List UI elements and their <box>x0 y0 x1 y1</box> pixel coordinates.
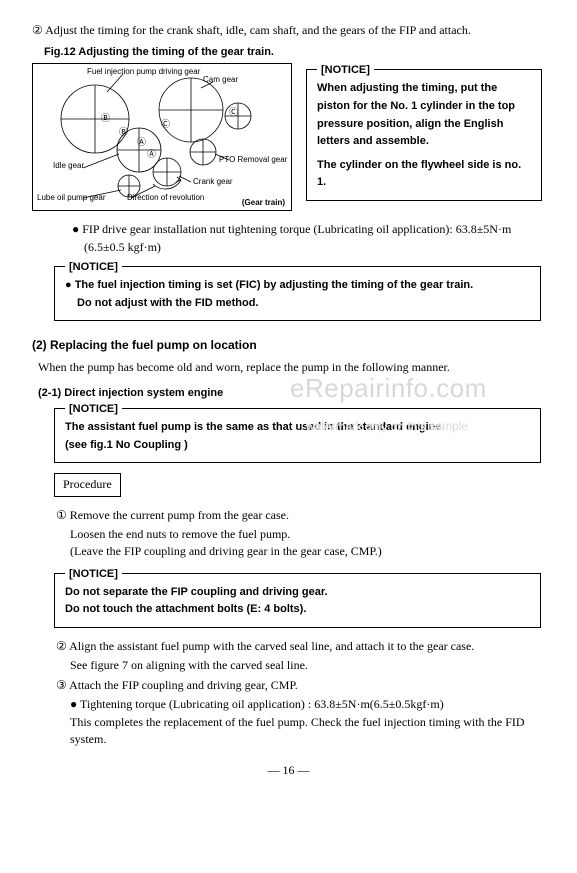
label-cam-gear: Cam gear <box>203 74 238 86</box>
notice-title: [NOTICE] <box>65 259 122 277</box>
step-3a: Tightening torque (Lubricating oil appli… <box>70 696 545 713</box>
label-fip-gear: Fuel injection pump driving gear <box>87 66 200 78</box>
figure-row: Fuel injection pump driving gear Cam gea… <box>32 63 545 211</box>
letter-c: Ⓒ <box>161 118 170 131</box>
letter-b2: Ⓑ <box>119 126 128 139</box>
step-3b: This completes the replacement of the fu… <box>70 714 545 749</box>
step-3: ③ Attach the FIP coupling and driving ge… <box>56 677 545 694</box>
section-intro: When the pump has become old and worn, r… <box>38 359 545 376</box>
intro-line: ② Adjust the timing for the crank shaft,… <box>32 22 545 39</box>
step-1: ① Remove the current pump from the gear … <box>56 507 545 524</box>
notice-title: [NOTICE] <box>65 566 122 584</box>
figure-caption: Fig.12 Adjusting the timing of the gear … <box>44 45 545 61</box>
torque-bullet: FIP drive gear installation nut tighteni… <box>32 221 545 256</box>
notice-line: The fuel injection timing is set (FIC) b… <box>65 277 530 295</box>
notice-line: Do not adjust with the FID method. <box>65 295 530 313</box>
notice-coupling: [NOTICE] Do not separate the FIP couplin… <box>54 573 541 628</box>
notice-title: [NOTICE] <box>317 62 374 80</box>
notice-line: (see fig.1 No Coupling ) <box>65 437 530 455</box>
notice-fic: [NOTICE] The fuel injection timing is se… <box>54 266 541 321</box>
step-2: ② Align the assistant fuel pump with the… <box>56 638 545 655</box>
label-dir-rev: Direction of revolution <box>127 192 204 204</box>
step-1a: Loosen the end nuts to remove the fuel p… <box>70 526 545 543</box>
procedure-label: Procedure <box>54 473 121 496</box>
notice-line: Do not separate the FIP coupling and dri… <box>65 584 530 602</box>
notice-line: The cylinder on the flywheel side is no.… <box>317 157 531 192</box>
subsection-heading: (2-1) Direct injection system engine <box>38 386 545 402</box>
label-pto-gear: PTO Removal gear <box>219 154 287 166</box>
letter-a: Ⓐ <box>137 136 146 149</box>
notice-line: Do not touch the attachment bolts (E: 4 … <box>65 601 530 619</box>
label-idle-gear: Idle gear <box>53 160 84 172</box>
step-1b: (Leave the FIP coupling and driving gear… <box>70 543 545 560</box>
page-number: — 16 — <box>32 762 545 779</box>
notice-title: [NOTICE] <box>65 401 122 419</box>
letter-a2: Ⓐ <box>147 148 156 161</box>
notice-line: When adjusting the timing, put the pisto… <box>317 80 531 150</box>
label-crank-gear: Crank gear <box>193 176 233 188</box>
letter-c2: Ⓒ <box>229 106 238 119</box>
step-2a: See figure 7 on aligning with the carved… <box>70 657 545 674</box>
section-heading: (2) Replacing the fuel pump on location <box>32 337 545 354</box>
gear-train-diagram: Fuel injection pump driving gear Cam gea… <box>32 63 292 211</box>
notice-assistant-pump: [NOTICE] The assistant fuel pump is the … <box>54 408 541 463</box>
notice-timing: [NOTICE] When adjusting the timing, put … <box>306 69 542 201</box>
label-lube-gear: Lube oil pump gear <box>37 192 106 204</box>
letter-b: Ⓑ <box>101 112 110 125</box>
label-gear-train: (Gear train) <box>242 197 285 209</box>
notice-line: The assistant fuel pump is the same as t… <box>65 419 530 437</box>
